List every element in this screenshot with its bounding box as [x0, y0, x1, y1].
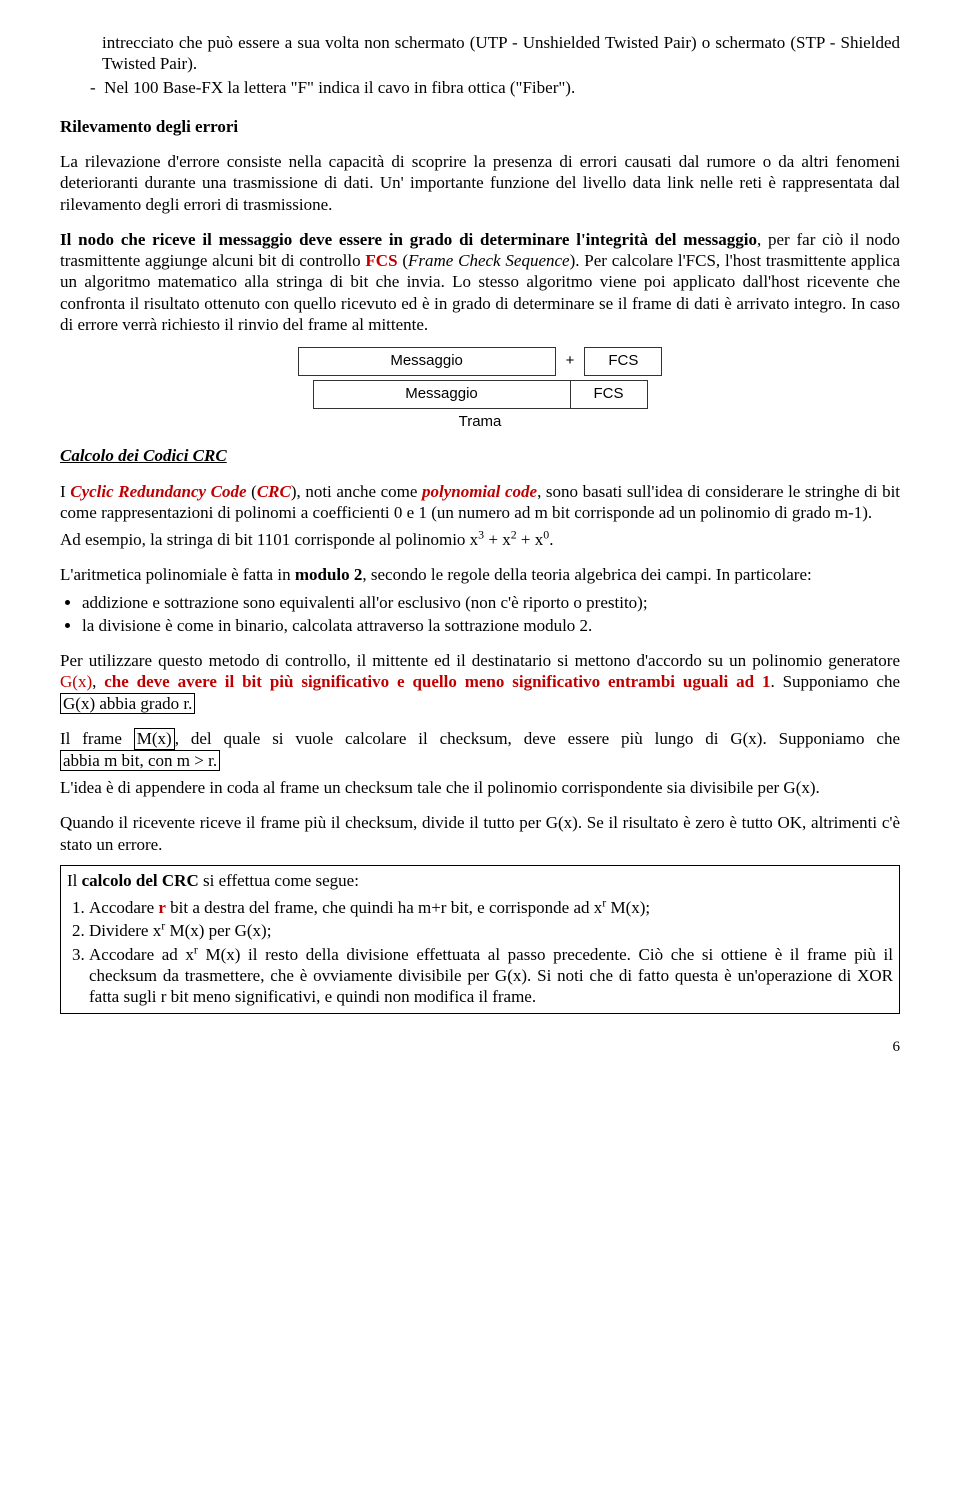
crc-gen-d: . Supponiamo che	[770, 672, 900, 691]
errori-p2-bold: Il nodo che riceve il messaggio deve ess…	[60, 230, 757, 249]
crc-mod-c: , secondo le regole della teoria algebri…	[362, 565, 811, 584]
crc-mod-a: L'aritmetica polinomiale è fatta in	[60, 565, 295, 584]
poly-code: polynomial code	[422, 482, 537, 501]
page-number: 6	[60, 1038, 900, 1057]
crc-p1-b: (	[247, 482, 257, 501]
crc-p2-a: Ad esempio, la stringa di bit 1101 corri…	[60, 530, 478, 549]
errori-p2: Il nodo che riceve il messaggio deve ess…	[60, 229, 900, 335]
crc-mx-a: Il frame	[60, 729, 134, 748]
bullet-1: addizione e sottrazione sono equivalenti…	[82, 592, 900, 613]
crc-mx-c: L'idea è di appendere in coda al frame u…	[60, 777, 900, 798]
crc-p1-a: I	[60, 482, 70, 501]
li1-a: Accodare	[89, 898, 158, 917]
intro-p2: - Nel 100 Base-FX la lettera "F" indica …	[60, 77, 900, 98]
plus-sign: +	[566, 352, 575, 371]
intro-p1: intrecciato che può essere a sua volta n…	[60, 32, 900, 75]
gx: G(x)	[60, 672, 92, 691]
calc-li-3: Accodare ad xr M(x) il resto della divis…	[89, 944, 893, 1008]
crc-ric: Quando il ricevente riceve il frame più …	[60, 812, 900, 855]
mx-box: M(x)	[134, 728, 175, 750]
calc-title-c: si effettua come segue:	[199, 871, 359, 890]
li1-b: bit a destra del frame, che quindi ha m+…	[166, 898, 602, 917]
intro-p2-text: Nel 100 Base-FX la lettera "F" indica il…	[104, 78, 575, 97]
gx-grade-box: G(x) abbia grado r.	[60, 693, 195, 715]
errori-p2-t2: (	[398, 251, 408, 270]
heading-errori: Rilevamento degli errori	[60, 116, 900, 137]
li2-b: M(x) per G(x);	[165, 921, 271, 940]
calc-li-1: Accodare r bit a destra del frame, che q…	[89, 897, 893, 918]
diagram-row2: Messaggio FCS	[313, 380, 648, 409]
crc-p2-b: + x	[484, 530, 511, 549]
li1-r: r	[158, 898, 166, 917]
crc-mod: L'aritmetica polinomiale è fatta in modu…	[60, 564, 900, 585]
li3-a: Accodare ad x	[89, 945, 194, 964]
bullet-2: la divisione è come in binario, calcolat…	[82, 615, 900, 636]
diagram-label-trama: Trama	[60, 413, 900, 432]
calc-list: Accodare r bit a destra del frame, che q…	[67, 897, 893, 1007]
li2-a: Dividere x	[89, 921, 161, 940]
crc-abbr: CRC	[257, 482, 291, 501]
calc-title-b: calcolo del CRC	[82, 871, 199, 890]
li1-c: M(x);	[606, 898, 650, 917]
calc-li-2: Dividere xr M(x) per G(x);	[89, 920, 893, 941]
diagram-box-msg2: Messaggio	[314, 381, 570, 408]
crc-p1-c: ), noti anche come	[291, 482, 422, 501]
frame-diagram: Messaggio + FCS Messaggio FCS Trama	[60, 347, 900, 431]
crc-p2: Ad esempio, la stringa di bit 1101 corri…	[60, 529, 900, 550]
modulo2: modulo 2	[295, 565, 363, 584]
crc-mx-b: , del quale si vuole calcolare il checks…	[175, 729, 900, 748]
li3-b: M(x) il resto della divisione effettuata…	[89, 945, 893, 1007]
diagram-box-fcs2: FCS	[570, 381, 647, 408]
diagram-box-fcs: FCS	[584, 347, 662, 376]
errori-p1: La rilevazione d'errore consiste nella c…	[60, 151, 900, 215]
crc-p1: I Cyclic Redundancy Code (CRC), noti anc…	[60, 481, 900, 524]
calc-title: Il calcolo del CRC si effettua come segu…	[67, 870, 893, 891]
crc-gen-b: ,	[92, 672, 104, 691]
calc-title-a: Il	[67, 871, 82, 890]
calc-box: Il calcolo del CRC si effettua come segu…	[60, 865, 900, 1015]
crc-gen-a: Per utilizzare questo metodo di controll…	[60, 651, 900, 670]
crc-mx: Il frame M(x), del quale si vuole calcol…	[60, 728, 900, 771]
diagram-box-msg: Messaggio	[298, 347, 556, 376]
crc-p2-c: + x	[517, 530, 544, 549]
crc-gen-c: che deve avere il bit più significativo …	[104, 672, 770, 691]
crc-p2-d: .	[549, 530, 553, 549]
crc-bullets: addizione e sottrazione sono equivalenti…	[60, 592, 900, 637]
crc-name: Cyclic Redundancy Code	[70, 482, 246, 501]
heading-crc: Calcolo dei Codici CRC	[60, 445, 900, 466]
fcs-expansion: Frame Check Sequence	[408, 251, 570, 270]
mx-box2: abbia m bit, con m > r.	[60, 750, 220, 772]
crc-gen: Per utilizzare questo metodo di controll…	[60, 650, 900, 714]
fcs-label: FCS	[365, 251, 397, 270]
